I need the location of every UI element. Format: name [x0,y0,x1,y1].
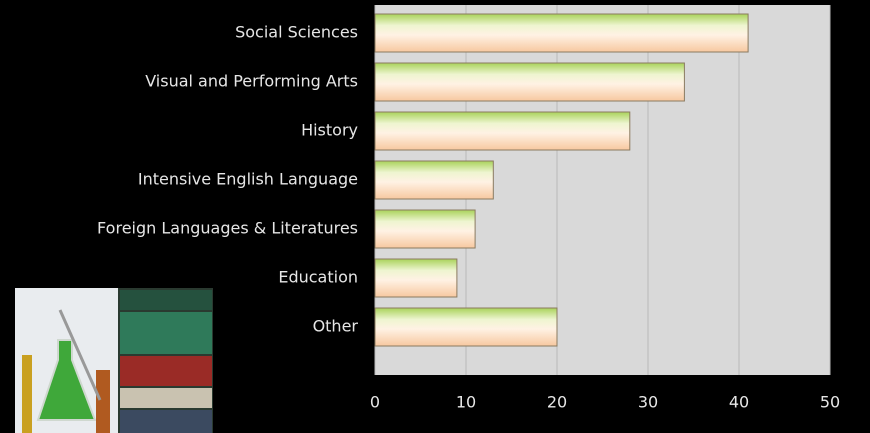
y-tick-label: History [301,121,358,140]
decoration [15,288,213,433]
x-tick-label: 30 [638,393,658,412]
bar [375,161,493,199]
bar [375,259,457,297]
x-tick-label: 0 [370,393,380,412]
chart: 0 10 20 30 40 50 Social Sciences Visual and Per… [0,0,870,433]
bar [375,14,748,52]
x-tick-label: 50 [820,393,840,412]
x-tick-label: 10 [456,393,476,412]
bar [375,63,684,101]
y-tick-label: Social Sciences [235,23,358,42]
x-tick-label: 20 [547,393,567,412]
bar [375,308,557,346]
y-tick-label: Intensive English Language [138,170,358,189]
x-tick-label: 40 [729,393,749,412]
y-tick-label: Visual and Performing Arts [145,72,358,91]
y-tick-label: Education [278,268,358,287]
y-tick-label: Foreign Languages & Literatures [97,219,358,238]
y-tick-label: Other [313,317,359,336]
page: {"chart_data": {"type": "bar", "orientat… [0,0,870,433]
bar [375,210,475,248]
bar [375,112,630,150]
